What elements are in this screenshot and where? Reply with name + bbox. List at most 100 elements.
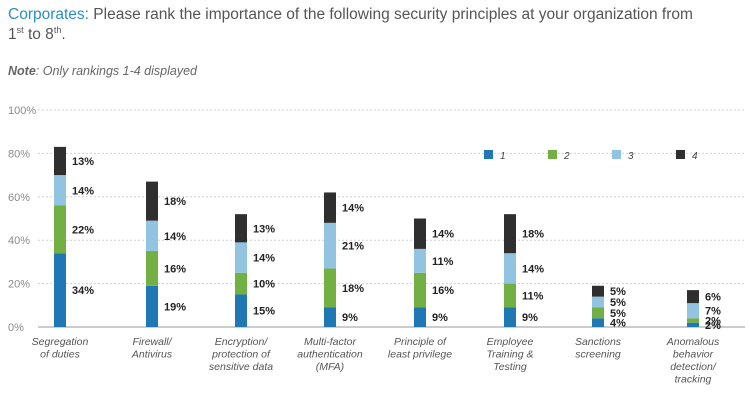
legend-swatch bbox=[484, 150, 493, 159]
bar-segment bbox=[687, 318, 699, 323]
bar-segment bbox=[324, 222, 336, 269]
bar-segment bbox=[54, 146, 66, 176]
bar-segment bbox=[592, 285, 604, 297]
data-label: 18% bbox=[164, 196, 186, 208]
bar-segment bbox=[146, 220, 158, 252]
data-label: 18% bbox=[342, 283, 364, 295]
y-tick-label: 20% bbox=[8, 279, 30, 291]
chart-title: Corporates: Please rank the importance o… bbox=[8, 5, 708, 45]
bar-segment bbox=[324, 307, 336, 327]
bar-segment bbox=[235, 294, 247, 327]
data-label: 14% bbox=[522, 263, 544, 275]
title-text: Please rank the importance of the follow… bbox=[8, 6, 693, 43]
category-label: Principle of bbox=[394, 336, 447, 348]
bar-segment bbox=[146, 181, 158, 221]
data-label: 9% bbox=[432, 312, 448, 324]
y-tick-label: 100% bbox=[8, 105, 36, 117]
category-label: least privilege bbox=[388, 349, 452, 361]
category-label: screening bbox=[575, 349, 621, 361]
data-label: 11% bbox=[432, 256, 454, 268]
title-sup-first: st bbox=[16, 24, 24, 35]
y-tick-label: 60% bbox=[8, 192, 30, 204]
bar-segment bbox=[504, 283, 516, 308]
legend-swatch bbox=[612, 150, 621, 159]
bar-segment bbox=[504, 253, 516, 284]
legend-swatch bbox=[676, 150, 685, 159]
data-label: 19% bbox=[164, 301, 186, 313]
data-label: 14% bbox=[164, 231, 186, 243]
y-tick-label: 0% bbox=[8, 322, 24, 334]
category-label: behavior bbox=[673, 349, 714, 361]
bar-segment bbox=[324, 268, 336, 308]
data-label: 15% bbox=[253, 306, 275, 318]
legend-label: 1 bbox=[500, 151, 506, 162]
bar-segment bbox=[235, 214, 247, 243]
bar-segment bbox=[592, 307, 604, 319]
legend-label: 2 bbox=[563, 151, 570, 162]
data-label: 9% bbox=[522, 312, 538, 324]
category-label: authentication bbox=[297, 349, 363, 361]
data-label: 18% bbox=[522, 229, 544, 241]
data-label: 16% bbox=[164, 263, 186, 275]
y-tick-label: 80% bbox=[8, 148, 30, 160]
data-label: 14% bbox=[72, 185, 94, 197]
legend-label: 3 bbox=[628, 151, 634, 162]
category-label: sensitive data bbox=[209, 361, 273, 373]
bar-segment bbox=[414, 307, 426, 327]
data-label: 14% bbox=[342, 203, 364, 215]
bar-segment bbox=[414, 248, 426, 273]
category-label: Sanctions bbox=[575, 336, 622, 348]
data-label: 6% bbox=[705, 292, 721, 304]
category-label: tracking bbox=[675, 374, 712, 386]
bar-segment bbox=[146, 285, 158, 327]
bar-segment bbox=[146, 251, 158, 286]
bar-segment bbox=[235, 272, 247, 295]
category-label: detection/ bbox=[670, 361, 717, 373]
bar-segment bbox=[324, 192, 336, 223]
legend-swatch bbox=[548, 150, 557, 159]
bar-segment bbox=[592, 318, 604, 327]
data-label: 9% bbox=[342, 312, 358, 324]
data-label: 22% bbox=[72, 224, 94, 236]
bar-segment bbox=[414, 272, 426, 308]
category-label: Training & bbox=[486, 349, 533, 361]
bar-segment bbox=[504, 307, 516, 327]
category-label: (MFA) bbox=[316, 361, 344, 373]
legend-label: 4 bbox=[692, 151, 698, 162]
data-label: 14% bbox=[432, 229, 454, 241]
note-label: Note bbox=[8, 64, 36, 78]
title-sup-eighth: th bbox=[53, 24, 62, 35]
data-label: 13% bbox=[253, 223, 275, 235]
category-label: Multi-factor bbox=[304, 336, 356, 348]
bar-segment bbox=[687, 290, 699, 304]
category-label: of duties bbox=[40, 349, 80, 361]
data-label: 21% bbox=[342, 241, 364, 253]
title-lead: Corporates: bbox=[8, 6, 89, 23]
category-label: Encryption/ bbox=[215, 336, 269, 348]
data-label: 13% bbox=[72, 156, 94, 168]
data-label: 7% bbox=[705, 306, 721, 318]
category-label: Employee bbox=[487, 336, 534, 348]
data-label: 10% bbox=[253, 279, 275, 291]
data-label: 4% bbox=[610, 318, 626, 330]
bar-segment bbox=[54, 205, 66, 254]
y-tick-label: 40% bbox=[8, 235, 30, 247]
title-end: . bbox=[61, 26, 66, 43]
category-label: Firewall/ bbox=[132, 336, 172, 348]
category-label: Testing bbox=[493, 361, 527, 373]
data-label: 2% bbox=[705, 315, 721, 327]
data-label: 34% bbox=[72, 285, 94, 297]
category-label: Segregation bbox=[32, 336, 89, 348]
data-label: 11% bbox=[522, 291, 544, 303]
data-label: 14% bbox=[253, 253, 275, 265]
data-label: 2% bbox=[705, 320, 721, 332]
data-label: 16% bbox=[432, 285, 454, 297]
bar-segment bbox=[235, 242, 247, 273]
bar-segment bbox=[54, 253, 66, 327]
data-label: 5% bbox=[610, 286, 626, 298]
bar-segment bbox=[54, 175, 66, 206]
bar-segment bbox=[414, 218, 426, 249]
category-label: protection of bbox=[211, 349, 271, 361]
bar-segment bbox=[687, 303, 699, 319]
data-label: 5% bbox=[610, 308, 626, 320]
